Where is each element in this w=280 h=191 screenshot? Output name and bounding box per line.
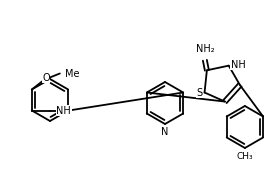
- Text: CH₃: CH₃: [237, 152, 253, 161]
- Text: O: O: [42, 73, 50, 83]
- Text: S: S: [197, 87, 202, 97]
- Text: Me: Me: [65, 69, 79, 79]
- Text: NH₂: NH₂: [195, 44, 214, 54]
- Text: NH: NH: [231, 60, 246, 70]
- Text: NH: NH: [57, 105, 71, 116]
- Text: N: N: [161, 127, 169, 137]
